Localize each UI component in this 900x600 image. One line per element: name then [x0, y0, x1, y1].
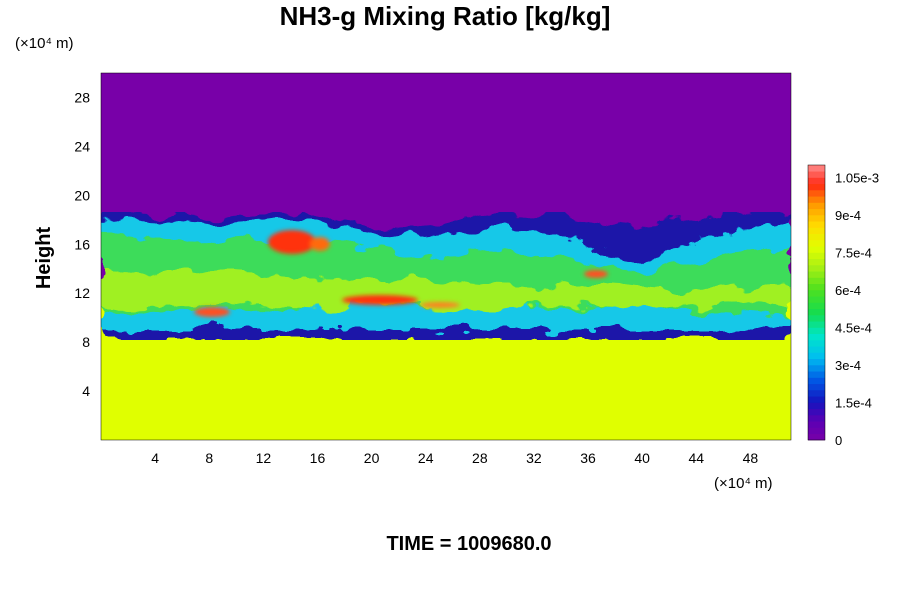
colorbar-segment	[808, 346, 825, 353]
y-tick-label: 28	[74, 89, 90, 105]
colorbar-tick-label: 3e-4	[835, 358, 861, 373]
x-tick-label: 8	[205, 450, 213, 466]
colorbar-segment	[808, 377, 825, 385]
x-tick-label: 16	[310, 450, 326, 466]
colorbar-segment	[808, 165, 825, 172]
colorbar-segment	[808, 433, 825, 441]
time-label: TIME = 1009680.0	[386, 533, 551, 555]
colorbar-segment	[808, 308, 825, 316]
colorbar-tick-label: 4.5e-4	[835, 321, 872, 336]
colorbar-segment	[808, 371, 825, 378]
x-tick-label: 4	[151, 450, 159, 466]
colorbar-segment	[808, 427, 825, 435]
colorbar-segment	[808, 396, 825, 403]
colorbar-tick-label: 6e-4	[835, 283, 861, 298]
y-ticks: 4 8 12 16 20 24 28	[74, 89, 90, 399]
y-tick-label: 24	[74, 138, 90, 154]
mixed-yellowgreen-region	[101, 270, 791, 308]
x-tick-label: 44	[689, 450, 705, 466]
plot-frame	[100, 72, 792, 441]
colorbar-segment	[808, 208, 825, 216]
y-tick-label: 8	[82, 334, 90, 350]
colorbar-segment	[808, 383, 825, 391]
colorbar-segment	[808, 327, 825, 335]
colorbar-tick-label: 0	[835, 433, 842, 448]
patch-15b	[310, 237, 330, 251]
colorbar-segment	[808, 233, 825, 241]
y-axis-label: Height	[33, 227, 55, 290]
colorbar-tick-label: 1.5e-4	[835, 396, 872, 411]
x-tick-label: 40	[634, 450, 650, 466]
colorbar-segment	[808, 415, 825, 422]
colorbar-segment	[808, 171, 825, 178]
mixing-region	[101, 212, 791, 340]
colorbar-tick-label: 7.5e-4	[835, 246, 872, 261]
colorbar-segment	[808, 358, 825, 366]
colorbar-segment	[808, 177, 825, 185]
patch-8	[194, 307, 230, 317]
patch-15	[268, 230, 316, 254]
colorbar-ticks: 0 1.5e-4 3e-4 4.5e-4 6e-4 7.5e-4 9e-4 1.05e-3	[835, 171, 879, 449]
colorbar-segment	[808, 221, 825, 228]
colorbar-segment	[808, 277, 825, 285]
high-concentration-patches	[194, 230, 608, 317]
patch-21	[342, 295, 418, 305]
colorbar-segment	[808, 265, 825, 272]
colorbar-segment	[808, 227, 825, 235]
y-tick-label: 4	[82, 383, 90, 399]
colorbar-segment	[808, 402, 825, 410]
colorbar-segment	[808, 196, 825, 203]
colorbar-segment	[808, 240, 825, 247]
colorbar-tick-label: 1.05e-3	[835, 171, 879, 186]
x-tick-label: 12	[256, 450, 272, 466]
x-tick-label: 24	[418, 450, 434, 466]
chart-title: NH3-g Mixing Ratio [kg/kg]	[280, 1, 611, 31]
x-unit-label: (×10⁴ m)	[714, 475, 773, 492]
y-unit-label: (×10⁴ m)	[15, 35, 74, 52]
x-tick-label: 48	[743, 450, 759, 466]
y-tick-label: 12	[74, 285, 90, 301]
y-tick-label: 16	[74, 236, 90, 252]
colorbar-segment	[808, 302, 825, 310]
x-tick-label: 20	[364, 450, 380, 466]
colorbar-segment	[808, 246, 825, 253]
colorbar-segment	[808, 340, 825, 347]
x-tick-label: 28	[472, 450, 488, 466]
colorbar-segment	[808, 333, 825, 341]
colorbar-segment	[808, 202, 825, 210]
colorbar-segment	[808, 390, 825, 397]
colorbar-segment	[808, 258, 825, 266]
colorbar-segment	[808, 296, 825, 303]
x-tick-label: 32	[526, 450, 542, 466]
colorbar-segment	[808, 321, 825, 328]
y-tick-label: 20	[74, 187, 90, 203]
colorbar-segment	[808, 215, 825, 222]
colorbar-segment	[808, 290, 825, 297]
colorbar-segment	[808, 283, 825, 291]
colorbar-segment	[808, 352, 825, 360]
colorbar-segment	[808, 421, 825, 428]
patch-25	[420, 302, 460, 308]
plot-area	[101, 73, 791, 440]
colorbar-tick-label: 9e-4	[835, 208, 861, 223]
colorbar-segment	[808, 365, 825, 372]
colorbar-segment	[808, 252, 825, 260]
x-ticks: 4 8 12 16 20 24 28 32 36 40 44 48	[151, 450, 758, 466]
patch-36	[584, 270, 608, 278]
x-tick-label: 36	[580, 450, 596, 466]
colorbar-segment	[808, 190, 825, 197]
colorbar-segment	[808, 315, 825, 322]
colorbar-segment	[808, 183, 825, 191]
colorbar-segment	[808, 271, 825, 278]
colorbar	[807, 164, 826, 441]
colorbar-segment	[808, 408, 825, 416]
colorbar-frame	[807, 164, 826, 441]
